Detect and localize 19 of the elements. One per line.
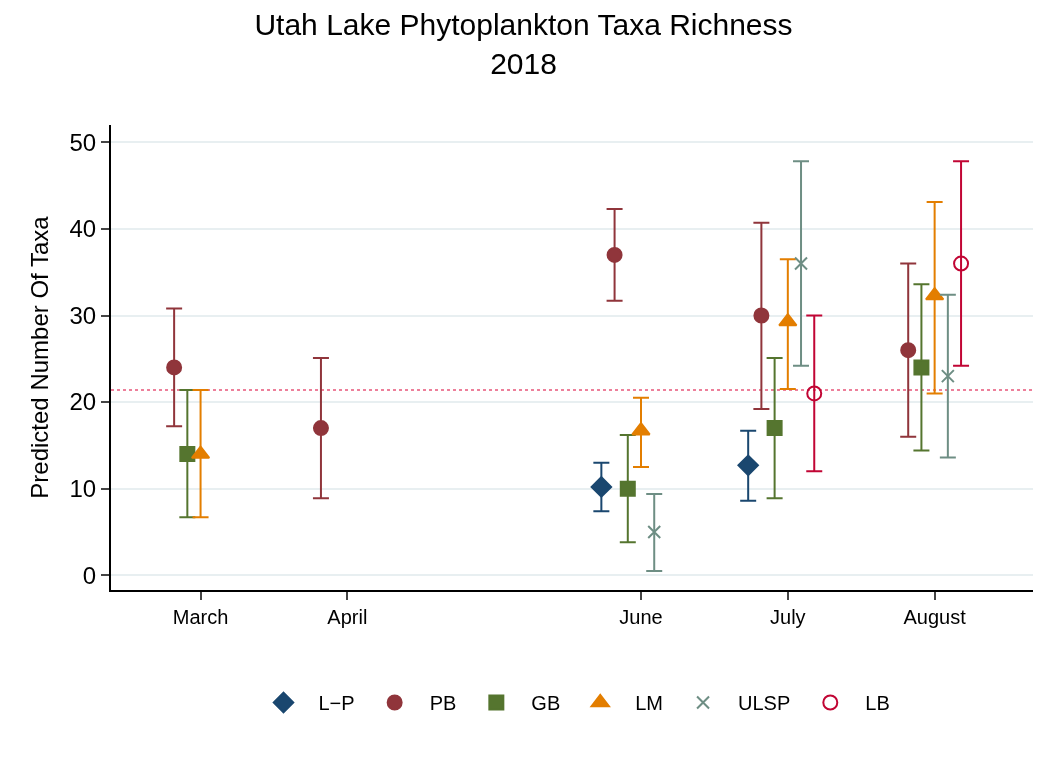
- y-tick-label: 10: [69, 475, 97, 503]
- legend-label: GB: [531, 692, 561, 715]
- legend-label: PB: [429, 692, 457, 715]
- y-tick-label: 50: [69, 128, 97, 156]
- y-tick-label: 0: [82, 561, 97, 589]
- x-tick-label: July: [770, 606, 806, 628]
- y-axis-title: Predicted Number Of Taxa: [26, 215, 54, 499]
- x-tick-label: April: [327, 606, 368, 628]
- y-tick-label: 40: [69, 215, 97, 243]
- x-tick-label: August: [903, 606, 967, 628]
- legend-label: ULSP: [738, 692, 791, 715]
- legend-label: LB: [865, 692, 890, 715]
- legend-label: LM: [635, 692, 664, 715]
- legend-label: L−P: [318, 692, 355, 715]
- y-tick-label: 30: [69, 301, 97, 329]
- x-tick-label: March: [172, 606, 229, 628]
- chart-title: Utah Lake Phytoplankton Taxa Richness 2018: [254, 7, 793, 80]
- y-tick-label: 20: [69, 388, 97, 416]
- x-tick-label: June: [619, 606, 663, 628]
